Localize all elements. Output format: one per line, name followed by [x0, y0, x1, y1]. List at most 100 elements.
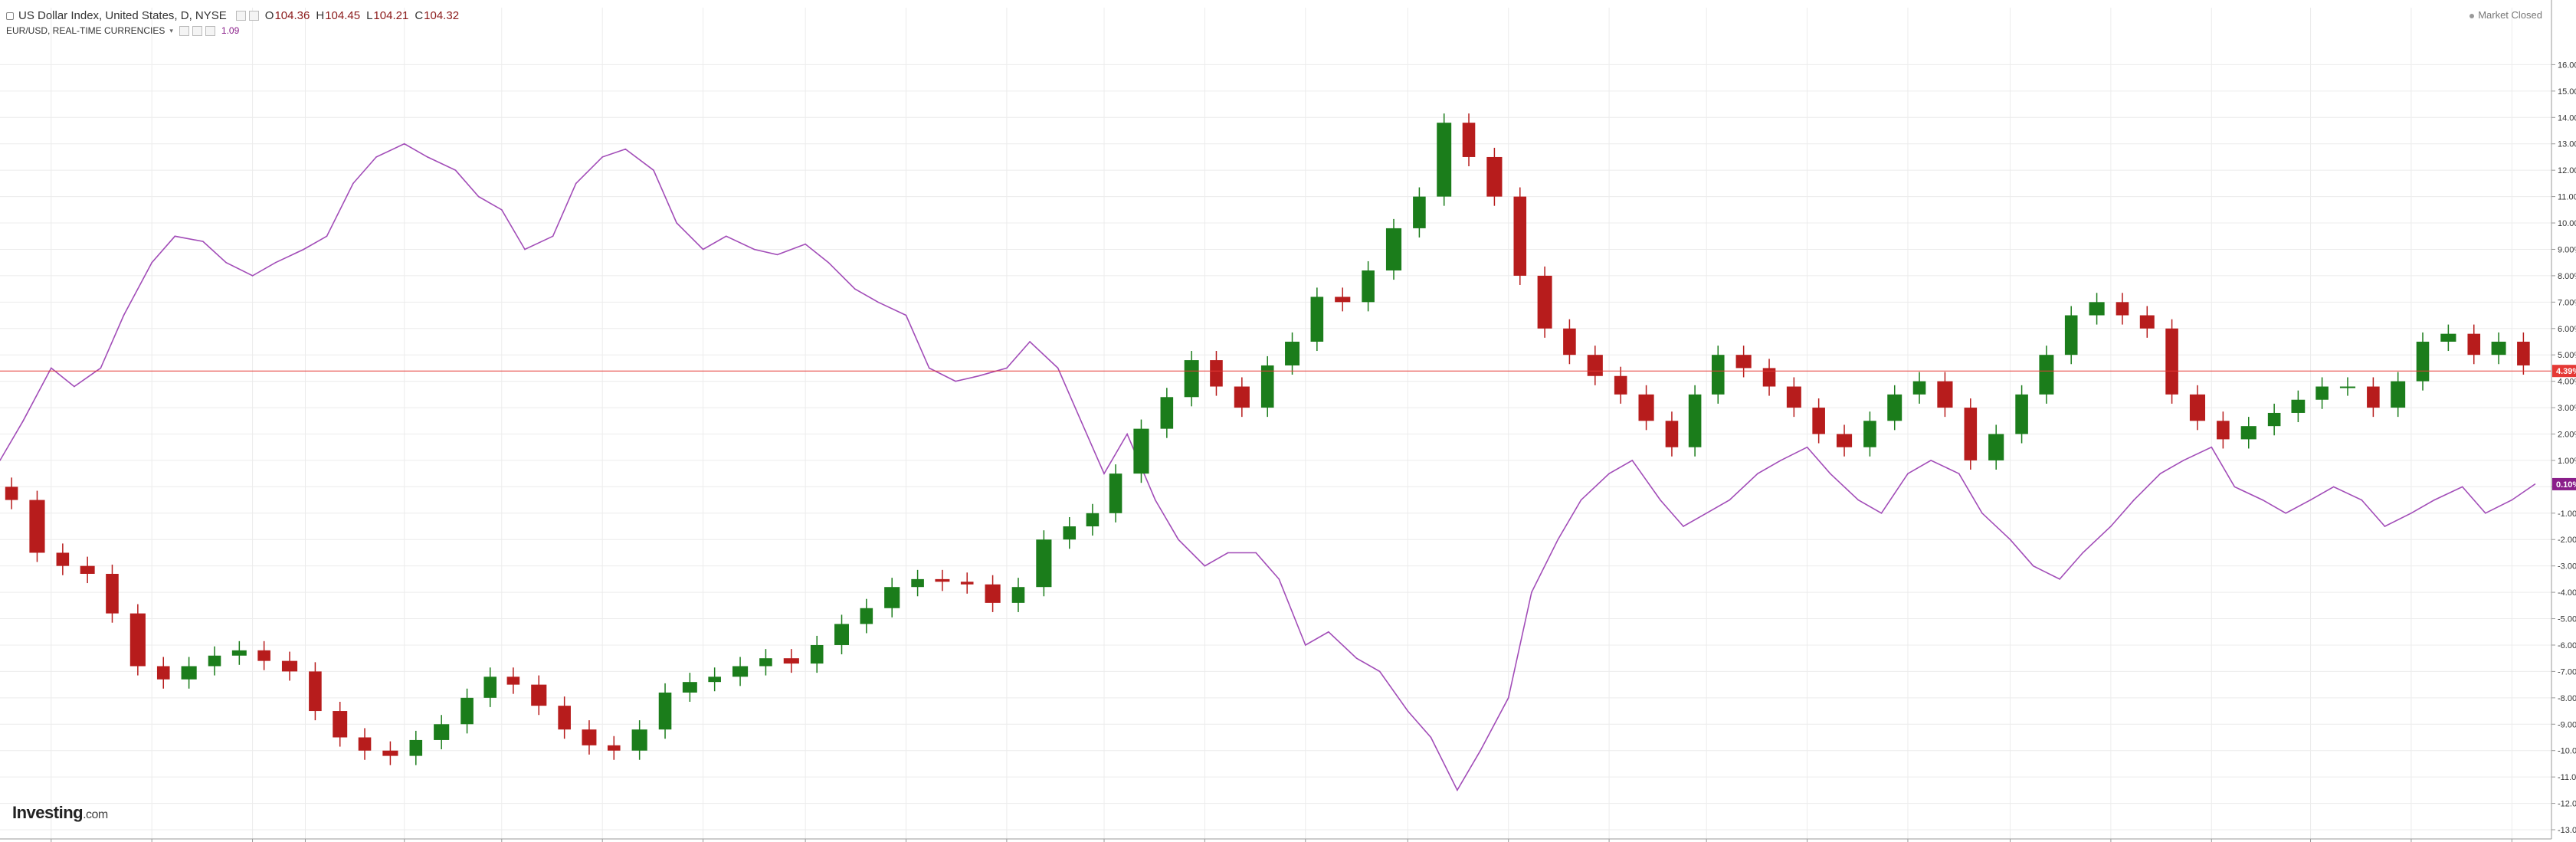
eurusd-point — [524, 248, 526, 251]
candle-body — [129, 613, 146, 667]
eye-icon[interactable] — [235, 11, 246, 21]
candle-body — [558, 706, 571, 730]
candle-body — [1462, 123, 1476, 157]
candle-body — [309, 671, 322, 712]
candle-body — [2240, 426, 2256, 440]
candle-body — [1836, 434, 1853, 447]
eurusd-point — [2309, 499, 2312, 501]
eurusd-point — [2211, 446, 2213, 448]
eurusd-point — [1304, 644, 1306, 646]
candle-body — [1362, 270, 1375, 303]
y-tick-label: 5.00% — [2558, 351, 2576, 360]
candle-body — [1413, 196, 1426, 228]
eurusd-point — [1006, 367, 1008, 369]
collapse-icon[interactable] — [6, 11, 14, 20]
candle-body — [1063, 526, 1077, 540]
close-label: C — [415, 9, 424, 22]
candle-body — [1234, 386, 1250, 408]
candle-body — [2491, 341, 2506, 355]
eurusd-point — [624, 148, 627, 150]
eurusd-point — [0, 460, 1, 461]
candle-body — [531, 684, 547, 706]
low-label: L — [366, 9, 373, 22]
candle-body — [333, 711, 348, 738]
candle-body — [156, 666, 170, 680]
eurusd-point — [1328, 631, 1329, 633]
compare-value: 1.09 — [221, 25, 240, 36]
candle-body — [1109, 473, 1122, 513]
eurusd-point — [1757, 473, 1758, 474]
eurusd-point — [174, 235, 176, 238]
y-axis[interactable]: 16.00% 15.00% 14.00% 13.00% 12.00% 11.00% 10.0… — [2551, 0, 2576, 839]
eurusd-point — [2110, 526, 2112, 527]
candle-body — [1335, 297, 1351, 303]
y-tick-label: 12.00% — [2558, 166, 2576, 175]
eurusd-point — [1880, 513, 1883, 514]
y-tick-label: -1.00% — [2558, 509, 2576, 519]
eurusd-point — [2133, 499, 2135, 501]
eurusd-point — [1981, 513, 1983, 514]
y-tick-label: -12.00% — [2558, 800, 2576, 809]
candle-body — [1937, 381, 1953, 408]
candle-body — [834, 624, 849, 645]
eurusd-point — [1057, 367, 1059, 369]
eurusd-point — [854, 288, 856, 290]
market-status: Market Closed — [2469, 9, 2542, 21]
candle-body — [358, 737, 372, 751]
eurusd-point — [403, 143, 405, 145]
close-value: 104.32 — [424, 9, 460, 22]
candle-body — [2267, 412, 2281, 427]
eurusd-point — [1958, 473, 1960, 474]
candle-body — [56, 552, 70, 566]
eurusd-point — [601, 156, 603, 158]
candle-body — [483, 677, 497, 698]
candle-body — [257, 650, 270, 661]
eurusd-point — [326, 235, 328, 238]
candle-body — [2015, 394, 2028, 434]
y-tick-label: 16.00% — [2558, 61, 2576, 70]
y-tick-label: -4.00% — [2558, 588, 2576, 598]
candle-body — [29, 500, 45, 553]
candle-body — [2064, 315, 2078, 355]
candle-body — [607, 745, 621, 751]
eurusd-point — [2485, 513, 2486, 514]
status-dot-icon — [2469, 13, 2475, 18]
investing-logo[interactable]: Investing.com — [12, 803, 108, 823]
candle-body — [582, 729, 597, 745]
chevron-down-icon[interactable]: ▾ — [169, 26, 173, 34]
candle-body — [409, 739, 423, 756]
logo-brand: Investing — [12, 803, 84, 822]
eurusd-point — [2159, 473, 2161, 474]
candle-body — [382, 750, 398, 756]
value-badges: 4.39% 0.10% — [2552, 365, 2576, 490]
candle-body — [281, 660, 298, 672]
legend-compare: EUR/USD, REAL-TIME CURRENCIES ▾ 1.09 — [6, 25, 239, 36]
y-tick-label: 15.00% — [2558, 87, 2576, 97]
eurusd-point — [375, 156, 377, 158]
eurusd-point — [1580, 499, 1582, 501]
y-tick-label: 2.00% — [2558, 431, 2576, 440]
candle-body — [1614, 375, 1627, 395]
candle-body — [1665, 421, 1679, 447]
value-badge — [2552, 365, 2576, 378]
settings-icon[interactable] — [248, 11, 259, 21]
open-value: 104.36 — [274, 9, 310, 22]
eye-icon[interactable] — [179, 25, 189, 36]
candle-body — [2416, 341, 2430, 382]
close-icon[interactable] — [205, 25, 215, 36]
eurusd-point — [1608, 473, 1610, 474]
y-tick-label: 1.00% — [2558, 457, 2576, 466]
eurusd-point — [2384, 526, 2386, 527]
chart-title: US Dollar Index, United States, D, NYSE — [18, 9, 227, 22]
candle-body — [935, 578, 950, 582]
grid — [0, 8, 2551, 839]
eurusd-point — [1631, 460, 1634, 461]
x-axis[interactable]: JunAugOct62021MarMayJulSepNov2022MarMayJ… — [0, 838, 2551, 842]
eurusd-point — [955, 380, 956, 382]
eurusd-point — [928, 367, 930, 369]
candle-body — [1762, 368, 1776, 387]
market-status-text: Market Closed — [2478, 9, 2542, 21]
settings-icon[interactable] — [192, 25, 202, 36]
candle-body — [1486, 156, 1503, 197]
